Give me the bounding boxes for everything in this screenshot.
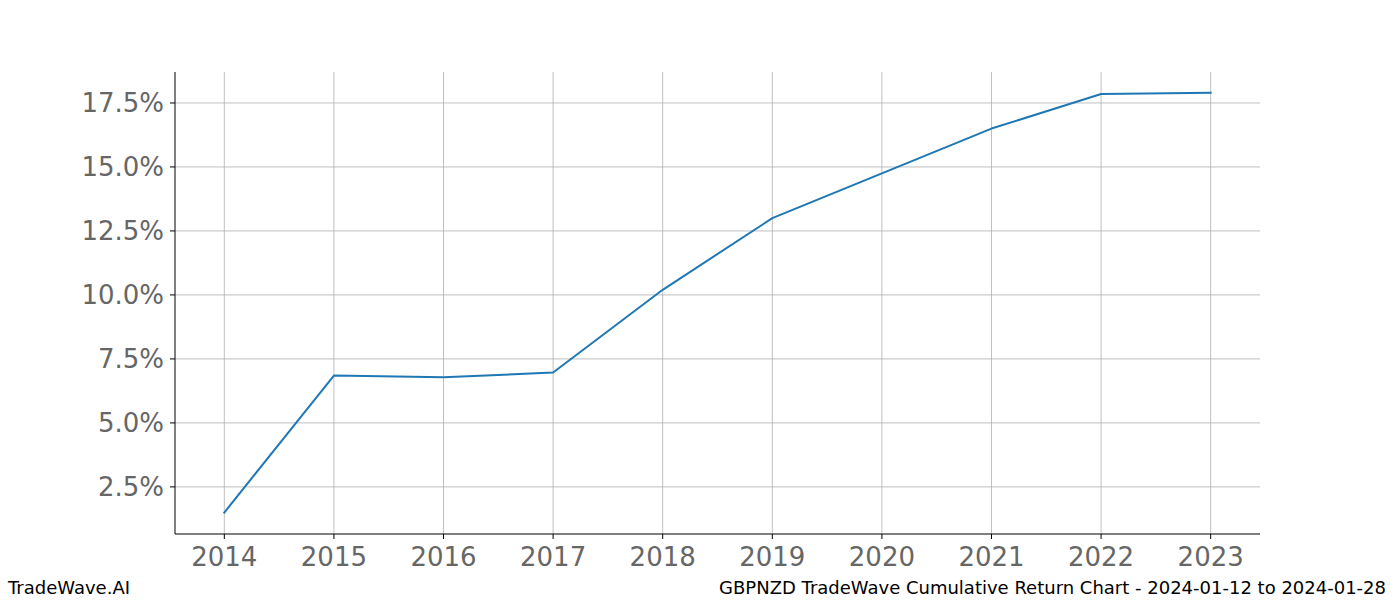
source: TradeWave.AI xyxy=(7,577,130,598)
y-tick-label: 10.0% xyxy=(81,280,164,310)
plot-area xyxy=(224,93,1210,513)
x-grid-line xyxy=(553,72,554,534)
x-tick xyxy=(772,534,773,539)
y-tick xyxy=(170,102,175,103)
y-tick xyxy=(170,486,175,487)
y-tick xyxy=(170,358,175,359)
x-tick xyxy=(991,534,992,539)
x-tick-label: 2015 xyxy=(301,542,367,572)
x-tick xyxy=(1101,534,1102,539)
y-tick xyxy=(170,294,175,295)
x-grid-line xyxy=(772,72,773,534)
x-axis xyxy=(175,534,1260,535)
y-tick-label: 12.5% xyxy=(81,216,164,246)
x-tick xyxy=(443,534,444,539)
x-tick-label: 2022 xyxy=(1068,542,1134,572)
x-tick-label: 2019 xyxy=(739,542,805,572)
y-grid-line xyxy=(175,230,1260,231)
y-tick xyxy=(170,230,175,231)
x-tick-label: 2017 xyxy=(520,542,586,572)
x-tick-label: 2020 xyxy=(849,542,915,572)
y-grid-line xyxy=(175,422,1260,423)
y-tick-label: 17.5% xyxy=(81,88,164,118)
y-tick-label: 2.5% xyxy=(98,472,164,502)
x-tick-label: 2023 xyxy=(1178,542,1244,572)
x-grid-line xyxy=(881,72,882,534)
y-tick-label: 5.0% xyxy=(98,408,164,438)
y-tick-label: 15.0% xyxy=(81,152,164,182)
x-grid-line xyxy=(1101,72,1102,534)
x-tick-label: 2014 xyxy=(191,542,257,572)
x-tick xyxy=(662,534,663,539)
x-grid-line xyxy=(224,72,225,534)
x-grid-line xyxy=(443,72,444,534)
line-series xyxy=(224,93,1210,513)
x-tick xyxy=(224,534,225,539)
x-tick xyxy=(333,534,334,539)
y-axis xyxy=(175,72,176,534)
x-tick xyxy=(1210,534,1211,539)
x-grid-line xyxy=(1210,72,1211,534)
grid xyxy=(175,72,1260,534)
x-tick xyxy=(553,534,554,539)
y-grid-line xyxy=(175,166,1260,167)
x-grid-line xyxy=(333,72,334,534)
y-tick-label: 7.5% xyxy=(98,344,164,374)
axes: 2014 2015 2016 2017 2018 2019 2020 2021 2022 2023… xyxy=(81,72,1260,572)
title: GBPNZD TradeWave Cumulative Return Chart… xyxy=(719,577,1386,598)
y-grid-line xyxy=(175,358,1260,359)
y-grid-line xyxy=(175,486,1260,487)
x-tick xyxy=(881,534,882,539)
y-tick xyxy=(170,422,175,423)
x-grid-line xyxy=(662,72,663,534)
y-tick xyxy=(170,166,175,167)
y-grid-line xyxy=(175,294,1260,295)
x-tick-label: 2018 xyxy=(630,542,696,572)
x-grid-line xyxy=(991,72,992,534)
y-grid-line xyxy=(175,102,1260,103)
chart: 2014 2015 2016 2017 2018 2019 2020 2021 2022 2023… xyxy=(0,0,1400,600)
x-tick-label: 2021 xyxy=(958,542,1024,572)
x-tick-label: 2016 xyxy=(410,542,476,572)
